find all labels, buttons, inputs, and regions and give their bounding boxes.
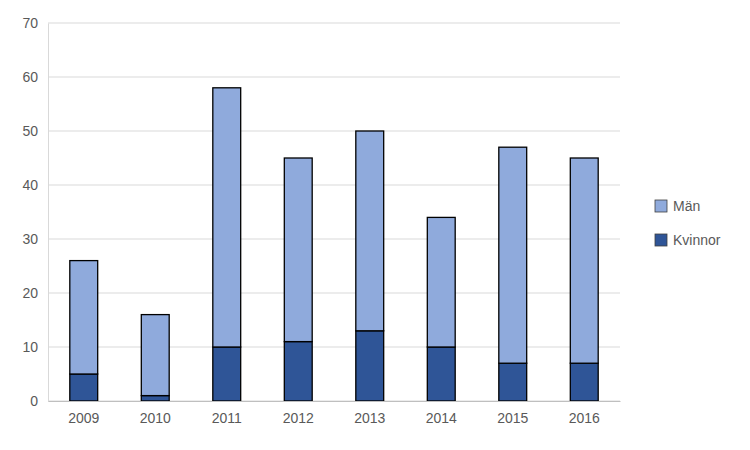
grid-line	[48, 401, 620, 402]
grid-line	[48, 185, 620, 186]
x-axis-line	[49, 401, 621, 402]
series	[70, 88, 598, 396]
bar	[427, 347, 455, 401]
x-tick: 2012	[283, 401, 314, 426]
y-tick: 20	[22, 285, 48, 301]
x-tick: 2010	[140, 401, 171, 426]
y-tick-label: 60	[22, 69, 38, 85]
y-axis: 0 10 20 30 40 50 60 70	[22, 15, 48, 409]
grid-line	[48, 77, 620, 78]
bar	[499, 147, 527, 363]
y-tick: 10	[22, 339, 48, 355]
bar	[213, 88, 241, 347]
bar	[141, 315, 169, 396]
bar	[284, 342, 312, 401]
x-tick: 2015	[497, 401, 528, 426]
grid-line	[48, 131, 620, 132]
grid-line	[48, 347, 620, 348]
bar	[141, 396, 169, 401]
x-tick-label: 2009	[68, 410, 99, 426]
legend-item: Män	[655, 198, 700, 214]
x-tick: 2016	[569, 401, 600, 426]
y-axis-line	[48, 24, 49, 402]
legend-label: Män	[673, 198, 700, 214]
y-tick: 70	[22, 15, 48, 31]
bar	[70, 261, 98, 374]
x-axis: 2009 2010 2011 2012 2013 2014 2015 2016	[49, 401, 621, 426]
y-tick: 50	[22, 123, 48, 139]
y-tick: 0	[30, 393, 48, 409]
bar	[284, 158, 312, 342]
bar	[570, 158, 598, 363]
x-tick-label: 2012	[283, 410, 314, 426]
y-tick-label: 30	[22, 231, 38, 247]
x-tick-label: 2015	[497, 410, 528, 426]
y-tick-label: 70	[22, 15, 38, 31]
legend-swatch	[655, 234, 667, 246]
y-tick-label: 40	[22, 177, 38, 193]
bar	[356, 131, 384, 331]
x-tick: 2011	[212, 401, 242, 426]
y-tick-label: 50	[22, 123, 38, 139]
legend-swatch	[655, 200, 667, 212]
grid-line	[48, 239, 620, 240]
y-tick: 30	[22, 231, 48, 247]
bars	[70, 88, 598, 401]
x-tick: 2009	[68, 401, 99, 426]
x-tick-label: 2010	[140, 410, 171, 426]
y-tick: 40	[22, 177, 48, 193]
bar	[499, 363, 527, 401]
y-tick-label: 10	[22, 339, 38, 355]
chart: 0102030405060702009201020112012201320142…	[0, 0, 750, 450]
bar	[356, 331, 384, 401]
x-tick-label: 2016	[569, 410, 600, 426]
bar	[427, 217, 455, 347]
legend-label: Kvinnor	[673, 232, 721, 248]
x-tick-label: 2013	[354, 410, 385, 426]
grid	[48, 23, 620, 401]
bar	[70, 374, 98, 401]
grid-line	[48, 293, 620, 294]
y-tick-label: 0	[30, 393, 38, 409]
legend: Män Kvinnor	[655, 198, 721, 248]
plot: 0102030405060702009201020112012201320142…	[22, 15, 620, 426]
y-tick-label: 20	[22, 285, 38, 301]
y-tick: 60	[22, 69, 48, 85]
grid-line	[48, 23, 620, 24]
legend-item: Kvinnor	[655, 232, 721, 248]
x-tick-label: 2011	[212, 410, 242, 426]
x-tick: 2013	[354, 401, 385, 426]
x-tick: 2014	[426, 401, 457, 426]
x-tick-label: 2014	[426, 410, 457, 426]
bar	[570, 363, 598, 401]
bar	[213, 347, 241, 401]
